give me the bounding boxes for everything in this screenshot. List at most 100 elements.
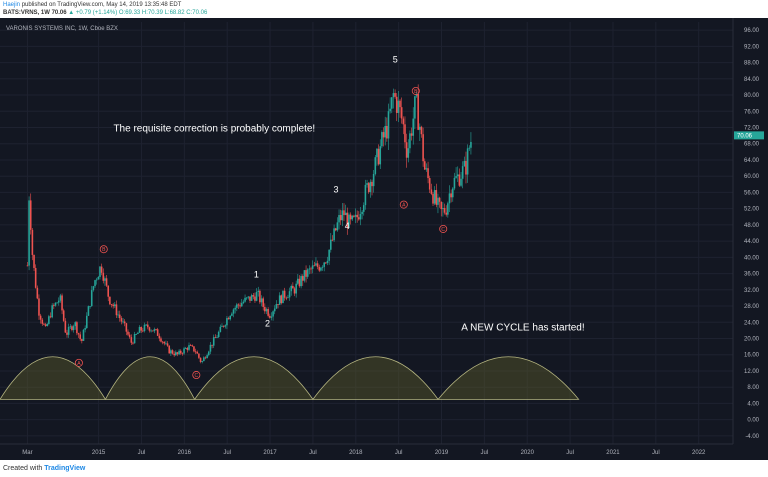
- candle-body: [214, 337, 217, 339]
- x-tick-label: Jul: [309, 450, 317, 456]
- candle-body: [143, 324, 146, 332]
- candle-body: [442, 208, 444, 210]
- candle-body: [221, 325, 223, 327]
- candle-body: [259, 290, 261, 303]
- candle-body: [303, 270, 306, 281]
- candle-body: [38, 298, 40, 316]
- candle-body: [447, 203, 449, 215]
- candle-body: [87, 306, 90, 316]
- last-price: 70.06: [51, 10, 67, 16]
- author-link[interactable]: Haejin: [3, 2, 21, 8]
- y-tick-label: 60.00: [744, 174, 760, 180]
- chart-area[interactable]: 1 2 3 4 5 A B C A B C The requisite correction is p…: [0, 18, 768, 460]
- wave-label: 3: [334, 184, 339, 194]
- candle-body: [209, 344, 212, 352]
- y-tick-label: 88.00: [744, 61, 760, 67]
- candle-body: [348, 214, 350, 228]
- candle-body: [236, 304, 238, 308]
- candle-body: [44, 324, 47, 327]
- candle-body: [107, 285, 110, 297]
- created-with-label: Created with: [3, 465, 43, 472]
- candle-body: [287, 297, 289, 299]
- candle-body: [74, 322, 77, 327]
- annotation-text: The requisite correction is probably com…: [113, 124, 315, 135]
- candle-body: [362, 205, 365, 212]
- candle-body: [249, 296, 251, 301]
- candle-body: [57, 300, 60, 303]
- candle-body: [455, 176, 457, 178]
- candle-body: [186, 348, 189, 350]
- candle-body: [130, 337, 133, 343]
- candle-body: [414, 96, 416, 119]
- y-tick-label: 64.00: [744, 158, 760, 164]
- y-tick-label: -4.00: [745, 434, 759, 440]
- x-tick-label: 2020: [521, 450, 535, 456]
- candle-body: [468, 147, 471, 149]
- x-tick-label: Jul: [481, 450, 489, 456]
- candle-body: [59, 295, 62, 301]
- candle-body: [349, 214, 352, 220]
- candle-body: [290, 285, 293, 292]
- symbol-label: BATS:VRNS, 1W: [3, 10, 50, 16]
- candle-body: [461, 166, 464, 179]
- candle-body: [333, 228, 335, 241]
- candle-body: [463, 160, 466, 167]
- candle-body: [201, 361, 203, 362]
- candle-body: [196, 351, 199, 354]
- candle-body: [188, 345, 190, 350]
- candle-body: [43, 323, 45, 325]
- candle-body: [364, 184, 367, 206]
- candle-body: [268, 315, 271, 318]
- candle-body: [105, 278, 108, 286]
- candle-body: [298, 278, 301, 287]
- y-tick-label: 28.00: [744, 304, 760, 310]
- circled-label: B: [102, 247, 106, 253]
- candle-body: [204, 357, 207, 359]
- candle-body: [420, 126, 423, 135]
- candle-body: [329, 239, 332, 250]
- candle-body: [305, 270, 307, 277]
- price-axis[interactable]: -4.00 0.00 4.00 8.00 12.00 16.00 20.00 24.00 28.…: [732, 18, 764, 444]
- candle-body: [232, 309, 235, 314]
- cycle-arc: [104, 356, 196, 400]
- y-tick-label: 20.00: [744, 337, 760, 343]
- y-tick-label: 12.00: [744, 369, 760, 375]
- candle-body: [135, 334, 138, 335]
- circled-label: C: [441, 227, 445, 233]
- candle-body: [95, 279, 98, 281]
- candle-body: [448, 193, 451, 204]
- x-tick-label: Jul: [223, 450, 231, 456]
- x-tick-label: 2022: [692, 450, 706, 456]
- time-axis[interactable]: Mar 2015 Jul 2016 Jul 2017 Jul 2018 Jul 2019 Jul 20…: [0, 443, 733, 456]
- candle-body: [112, 304, 114, 307]
- tradingview-logo[interactable]: TradingView: [44, 465, 86, 472]
- candle-body: [389, 108, 391, 112]
- candle-body: [423, 161, 426, 170]
- candle-body: [390, 97, 393, 109]
- price-chart[interactable]: 1 2 3 4 5 A B C A B C The requisite correction is p…: [0, 18, 768, 460]
- candle-body: [181, 353, 184, 355]
- chart-title: VARONIS SYSTEMS INC, 1W, Cboe BZX: [6, 26, 118, 32]
- candle-body: [257, 290, 260, 293]
- y-tick-label: 56.00: [744, 190, 760, 196]
- candle-body: [89, 306, 91, 307]
- candle-body: [64, 320, 67, 333]
- candle-body: [270, 316, 273, 318]
- candle-body: [145, 324, 147, 326]
- candle-body: [53, 305, 55, 307]
- candle-body: [170, 350, 172, 354]
- candle-body: [158, 335, 161, 339]
- candle-body: [247, 296, 250, 298]
- circled-label-ring: [411, 86, 420, 95]
- candle-body: [84, 328, 86, 330]
- candle-body: [338, 215, 340, 223]
- x-tick-label: Jul: [395, 450, 403, 456]
- candle-body: [435, 190, 438, 205]
- candle-body: [120, 318, 123, 322]
- y-tick-label: 48.00: [744, 223, 760, 229]
- wave-label: 5: [393, 55, 398, 65]
- candle-body: [110, 304, 113, 305]
- y-tick-label: 80.00: [744, 93, 760, 99]
- price-change: ▲ +0.79 (+1.14%): [68, 10, 118, 16]
- candle-body: [344, 212, 347, 216]
